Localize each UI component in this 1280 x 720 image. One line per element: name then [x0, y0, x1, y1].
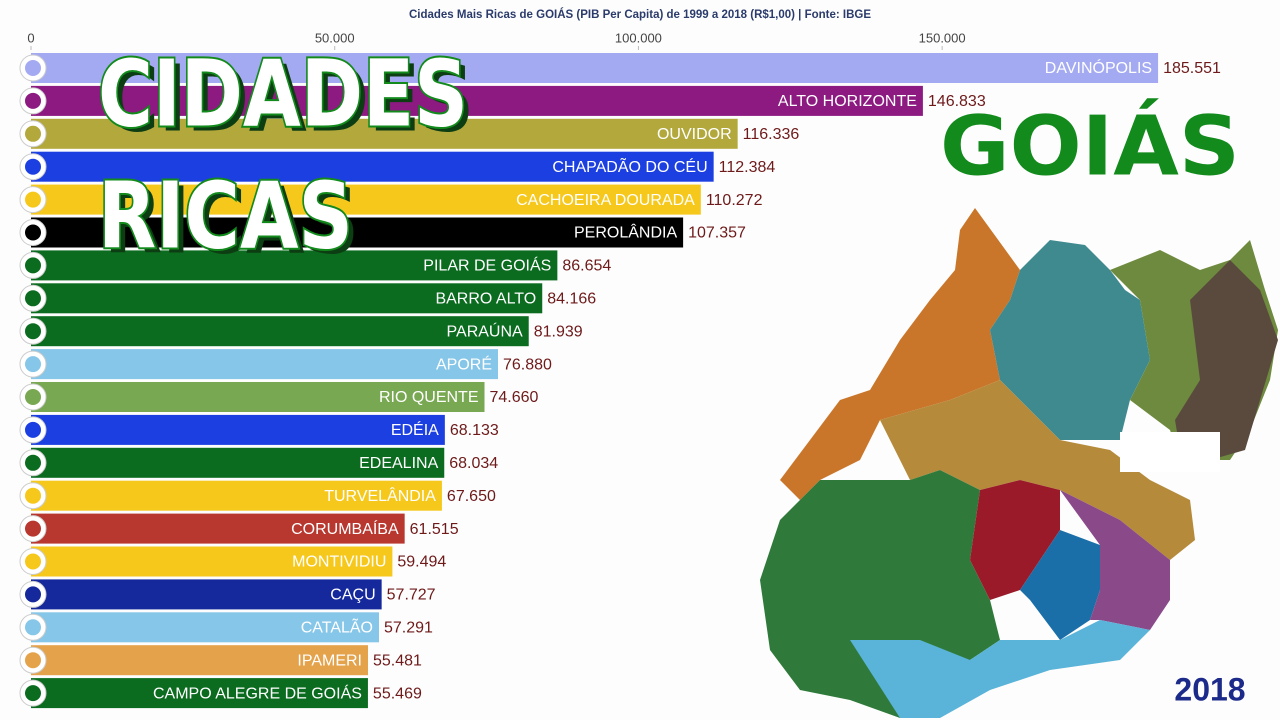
value-label: 61.515 — [410, 521, 459, 538]
bar-label: OUVIDOR — [657, 126, 732, 143]
value-label: 76.880 — [503, 356, 552, 373]
value-label: 57.727 — [387, 587, 436, 604]
bar-label: APORÉ — [436, 354, 492, 373]
bar — [31, 579, 382, 610]
city-flag-icon-inner — [25, 652, 41, 669]
bar — [31, 349, 498, 380]
overlay-title: CIDADES — [98, 40, 468, 147]
bar — [31, 217, 684, 248]
city-flag-icon-inner — [25, 586, 41, 603]
city-flag-icon-inner — [25, 487, 41, 504]
value-label: 110.272 — [706, 192, 763, 209]
city-flag-icon-inner — [25, 356, 41, 373]
bar-label: EDÉIA — [391, 420, 439, 439]
value-label: 74.660 — [490, 389, 539, 406]
city-flag-icon-inner — [25, 685, 41, 702]
value-label: 112.384 — [719, 159, 776, 176]
bar — [31, 53, 1159, 83]
bar-label: PILAR DE GOIÁS — [423, 256, 551, 275]
bar — [31, 316, 529, 347]
city-flag-icon-inner — [25, 60, 41, 76]
bar — [31, 151, 714, 182]
city-flag-icon-inner — [25, 323, 41, 340]
bar — [31, 513, 405, 544]
bar — [31, 250, 558, 281]
value-label: 185.551 — [1163, 60, 1221, 77]
x-tick-label: 0 — [27, 30, 34, 45]
city-flag-icon-inner — [25, 553, 41, 570]
year-label: 2018 — [1174, 671, 1245, 707]
bar-label: BARRO ALTO — [435, 291, 536, 308]
bar-label: EDEALINA — [359, 455, 438, 472]
bar-label: ALTO HORIZONTE — [778, 93, 917, 110]
value-label: 57.291 — [384, 620, 433, 637]
bar — [31, 612, 380, 643]
value-label: 55.469 — [373, 685, 422, 702]
city-flag-icon-inner — [25, 125, 41, 142]
value-label: 55.481 — [373, 652, 422, 669]
bar-label: RIO QUENTE — [379, 389, 479, 406]
bar — [31, 118, 738, 149]
value-label: 86.654 — [562, 258, 611, 275]
value-label: 146.833 — [928, 93, 986, 110]
city-flag-icon-inner — [25, 257, 41, 274]
bar — [31, 85, 923, 116]
bar-label: CORUMBAÍBA — [291, 519, 399, 538]
overlay-title-shadow: CIDADES — [104, 45, 474, 152]
value-label: 81.939 — [534, 323, 583, 340]
value-label: 67.650 — [447, 488, 496, 505]
bar — [31, 414, 445, 445]
x-tick-label: 150.000 — [919, 30, 966, 45]
bar — [31, 645, 369, 676]
city-flag-icon-inner — [25, 191, 41, 208]
bar — [31, 678, 368, 709]
bar-label: CATALÃO — [301, 617, 373, 637]
bar-label: CAMPO ALEGRE DE GOIÁS — [153, 683, 362, 702]
city-flag-icon-inner — [25, 520, 41, 537]
bar-label: PARAÚNA — [447, 321, 523, 340]
bar — [31, 283, 543, 314]
city-flag-icon-inner — [25, 619, 41, 636]
value-label: 68.034 — [449, 455, 498, 472]
city-flag-icon-inner — [25, 290, 41, 307]
bar — [31, 480, 442, 511]
bar — [31, 382, 485, 412]
value-label: 116.336 — [743, 126, 800, 143]
bar-label: PEROLÂNDIA — [574, 223, 677, 242]
city-flag-icon-inner — [25, 224, 41, 241]
bar-label: DAVINÓPOLIS — [1045, 58, 1152, 77]
state-map — [760, 208, 1278, 718]
x-tick-label: 50.000 — [315, 30, 355, 45]
bar-label: MONTIVIDIU — [292, 554, 386, 571]
city-flag-icon-inner — [25, 389, 41, 405]
chart-title: Cidades Mais Ricas de GOIÁS (PIB Per Cap… — [409, 8, 871, 21]
value-label: 107.357 — [688, 225, 746, 242]
overlay-title-shadow: RICAS — [104, 167, 359, 274]
bar — [31, 447, 445, 478]
value-label: 68.133 — [450, 422, 499, 439]
region-title: GOIÁS — [940, 97, 1240, 194]
bar-label: TURVELÂNDIA — [324, 486, 436, 505]
bar — [31, 184, 701, 215]
bar-label: CACHOEIRA DOURADA — [516, 192, 695, 209]
bars: DAVINÓPOLIS 185.551 ALTO HORIZONTE 146.833 O… — [19, 53, 1221, 709]
x-tick-label: 100.000 — [615, 30, 662, 45]
bar-label: CHAPADÃO DO CÉU — [552, 156, 707, 176]
city-flag-icon-inner — [25, 421, 41, 438]
city-flag-icon-inner — [25, 92, 41, 109]
city-flag-icon-inner — [25, 454, 41, 471]
bar-label: IPAMERI — [297, 652, 362, 669]
city-flag-icon-inner — [25, 158, 41, 175]
bar-label: CAÇU — [330, 587, 375, 604]
value-label: 84.166 — [547, 291, 596, 308]
value-label: 59.494 — [397, 554, 446, 571]
overlay-title: RICAS — [98, 162, 353, 269]
bar — [31, 546, 393, 577]
